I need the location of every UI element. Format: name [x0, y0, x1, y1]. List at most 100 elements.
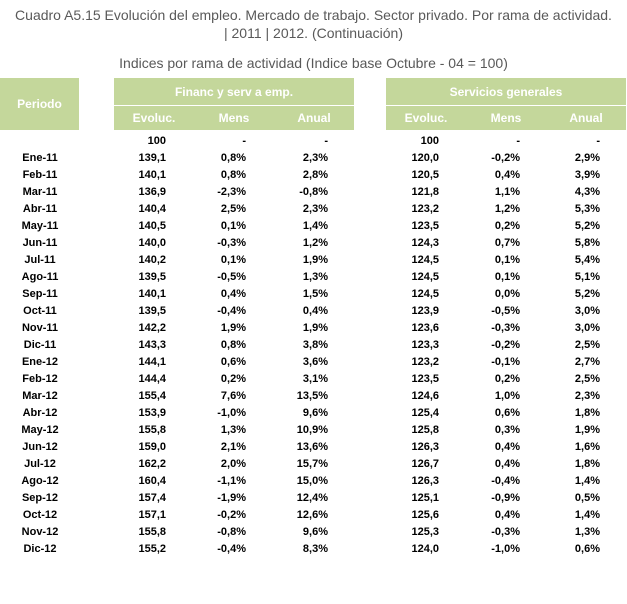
- cell-servicios-anual: 3,0%: [574, 322, 600, 334]
- col-header-financ-mens: Mens: [194, 106, 274, 130]
- cell-financ-evoluc: 140,0: [138, 237, 166, 249]
- cell-financ-mens: 2,1%: [220, 441, 246, 453]
- cell-servicios-mens: -0,2%: [491, 152, 520, 164]
- cell-period: Sep-12: [21, 492, 59, 504]
- cell-financ-mens: -0,2%: [217, 509, 246, 521]
- cell-financ-anual: -0,8%: [299, 186, 328, 198]
- cell-financ-evoluc: 144,1: [138, 356, 166, 368]
- table-row: Jul-11 140,2 0,1% 1,9% 124,5 0,1% 5,4%: [0, 252, 627, 269]
- cell-financ-evoluc: 143,3: [138, 339, 166, 351]
- cell-servicios-mens: -0,5%: [491, 305, 520, 317]
- cell-servicios-anual: 1,3%: [574, 526, 600, 538]
- cell-financ-mens: 0,4%: [220, 288, 246, 300]
- cell-financ-mens: -0,8%: [217, 526, 246, 538]
- cell-financ-anual: 12,4%: [296, 492, 328, 504]
- col-header-financ-evoluc: Evoluc.: [114, 106, 194, 130]
- header-divider-servicios: [386, 105, 626, 106]
- cell-servicios-evoluc: 124,3: [411, 237, 439, 249]
- col-header-financ-anual: Anual: [274, 106, 354, 130]
- col-header-servicios-mens: Mens: [466, 106, 546, 130]
- cell-financ-evoluc: 155,8: [138, 424, 166, 436]
- cell-period: Sep-11: [22, 288, 58, 300]
- cell-financ-evoluc: 162,2: [138, 458, 166, 470]
- cell-period: Ago-11: [21, 271, 59, 283]
- cell-financ-anual: 1,9%: [302, 254, 328, 266]
- cell-servicios-evoluc: 120,0: [411, 152, 439, 164]
- cell-servicios-evoluc: 125,6: [411, 509, 439, 521]
- cell-servicios-evoluc: 123,6: [411, 322, 439, 334]
- cell-servicios-mens: -0,1%: [491, 356, 520, 368]
- cell-period: Ago-12: [21, 475, 59, 487]
- cell-servicios-mens: 0,4%: [494, 458, 520, 470]
- table-row: Jul-12 162,2 2,0% 15,7% 126,7 0,4% 1,8%: [0, 456, 627, 473]
- cell-financ-evoluc: 140,4: [138, 203, 166, 215]
- cell-financ-evoluc: 155,2: [138, 543, 166, 555]
- cell-financ-evoluc: 144,4: [138, 373, 166, 385]
- cell-period: Oct-11: [23, 305, 57, 317]
- cell-financ-mens: 2,0%: [220, 458, 246, 470]
- cell-period: Mar-11: [22, 186, 58, 198]
- cell-servicios-evoluc: 125,8: [411, 424, 439, 436]
- table-row: Dic-12 155,2 -0,4% 8,3% 124,0 -1,0% 0,6%: [0, 541, 627, 558]
- cell-financ-anual: 1,2%: [302, 237, 328, 249]
- cell-servicios-mens: 0,7%: [494, 237, 520, 249]
- cell-period: Ene-12: [21, 356, 59, 368]
- cell-servicios-mens: 0,6%: [494, 407, 520, 419]
- cell-servicios-mens: 0,4%: [494, 169, 520, 181]
- cell-financ-mens: 0,8%: [220, 169, 246, 181]
- cell-servicios-evoluc: 120,5: [411, 169, 439, 181]
- cell-period: Abr-11: [22, 203, 58, 215]
- table-row: Oct-11 139,5 -0,4% 0,4% 123,9 -0,5% 3,0%: [0, 303, 627, 320]
- cell-financ-anual: 8,3%: [302, 543, 328, 555]
- cell-servicios-mens: 0,2%: [494, 220, 520, 232]
- cell-financ-mens: -2,3%: [217, 186, 246, 198]
- title-line-2: | 2011 | 2012. (Continuación): [223, 25, 404, 41]
- cell-financ-evoluc: 139,5: [138, 305, 166, 317]
- cell-servicios-mens: 1,0%: [494, 390, 520, 402]
- cell-servicios-evoluc: 123,5: [411, 220, 439, 232]
- cell-servicios-anual: 1,4%: [574, 509, 600, 521]
- cell-servicios-evoluc: 123,2: [411, 356, 439, 368]
- table-body: 100 - - 100 - - Ene-11 139,1 0,8% 2,3% 120,0…: [0, 133, 627, 558]
- cell-financ-mens: -0,4%: [217, 543, 246, 555]
- cell-financ-anual: 3,6%: [302, 356, 328, 368]
- header-divider-financ: [114, 105, 354, 106]
- cell-financ-evoluc: 159,0: [138, 441, 166, 453]
- cell-financ-anual: -: [324, 135, 328, 147]
- cell-servicios-evoluc: 125,3: [411, 526, 439, 538]
- cell-financ-anual: 10,9%: [296, 424, 328, 436]
- cell-servicios-anual: 4,3%: [574, 186, 600, 198]
- cell-financ-evoluc: 140,2: [138, 254, 166, 266]
- table-row: Jun-11 140,0 -0,3% 1,2% 124,3 0,7% 5,8%: [0, 235, 627, 252]
- cell-servicios-mens: -0,2%: [491, 339, 520, 351]
- cell-servicios-anual: 2,3%: [574, 390, 600, 402]
- table-row: Dic-11 143,3 0,8% 3,8% 123,3 -0,2% 2,5%: [0, 337, 627, 354]
- table-row: Nov-12 155,8 -0,8% 9,6% 125,3 -0,3% 1,3%: [0, 524, 627, 541]
- cell-period: Dic-12: [23, 543, 57, 555]
- table-row: Mar-11 136,9 -2,3% -0,8% 121,8 1,1% 4,3%: [0, 184, 627, 201]
- cell-servicios-mens: 0,0%: [494, 288, 520, 300]
- cell-servicios-evoluc: 125,1: [411, 492, 439, 504]
- cell-servicios-mens: 0,4%: [494, 441, 520, 453]
- cell-servicios-anual: 5,2%: [574, 220, 600, 232]
- cell-financ-mens: 1,3%: [220, 424, 246, 436]
- cell-financ-anual: 1,5%: [302, 288, 328, 300]
- table-subtitle: Indices por rama de actividad (Indice ba…: [119, 55, 508, 71]
- table-row: May-12 155,8 1,3% 10,9% 125,8 0,3% 1,9%: [0, 422, 627, 439]
- cell-financ-evoluc: 100: [147, 135, 166, 147]
- table-row: Feb-11 140,1 0,8% 2,8% 120,5 0,4% 3,9%: [0, 167, 627, 184]
- cell-financ-mens: -1,1%: [217, 475, 246, 487]
- cell-servicios-anual: 1,9%: [574, 424, 600, 436]
- cell-servicios-mens: 1,1%: [494, 186, 520, 198]
- cell-period: Mar-12: [22, 390, 58, 402]
- cell-servicios-anual: 2,9%: [574, 152, 600, 164]
- cell-financ-mens: 0,1%: [220, 254, 246, 266]
- cell-financ-anual: 13,6%: [296, 441, 328, 453]
- col-header-servicios-anual: Anual: [546, 106, 626, 130]
- cell-period: Dic-11: [23, 339, 57, 351]
- cell-financ-mens: 0,8%: [220, 339, 246, 351]
- cell-servicios-anual: 2,5%: [574, 373, 600, 385]
- cell-financ-anual: 1,9%: [302, 322, 328, 334]
- cell-financ-mens: 2,5%: [220, 203, 246, 215]
- group-header-financ: Financ y serv a emp.: [114, 78, 354, 106]
